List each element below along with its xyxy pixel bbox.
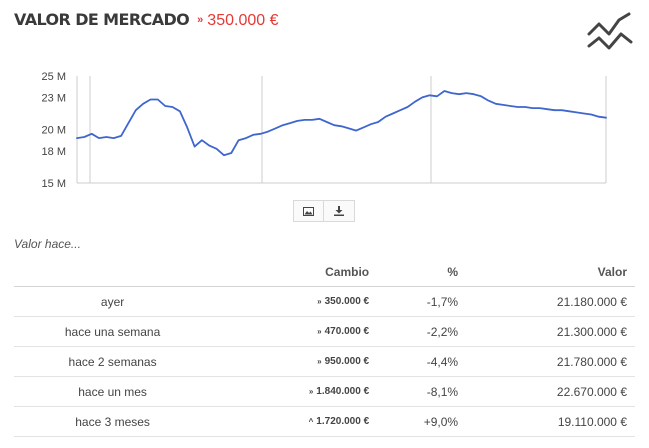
row-period: ayer: [14, 286, 212, 317]
y-tick-label: 25 M: [42, 71, 66, 83]
page-title: VALOR DE MERCADO: [14, 10, 190, 29]
y-tick-label: 15 M: [42, 178, 66, 190]
row-value: 21.300.000 €: [458, 316, 635, 347]
market-value-chart: 25 M 23 M 20 M 18 M 15 M: [42, 71, 607, 190]
y-tick-label: 20 M: [42, 125, 66, 137]
history-table: Cambio % Valor ayer » 350.000 € -1,7% 21.…: [14, 258, 635, 437]
market-value-header: VALOR DE MERCADO » 350.000 €: [14, 10, 278, 36]
chart-grid: [76, 76, 607, 184]
row-value: 22.670.000 €: [458, 376, 635, 407]
row-percent: +9,0%: [369, 406, 459, 437]
series-line: [76, 90, 607, 157]
row-value: 21.180.000 €: [458, 286, 635, 317]
row-percent: -8,1%: [369, 376, 459, 407]
row-value: 19.110.000 €: [458, 406, 635, 437]
table-row: hace 2 semanas » 950.000 € -4,4% 21.780.0…: [14, 346, 635, 377]
market-value-change: » 350.000 €: [197, 12, 278, 30]
chart-series: [76, 90, 607, 157]
market-value-change-amount: 350.000 €: [207, 12, 279, 29]
row-period: hace un mes: [14, 376, 212, 407]
table-row: hace 3 meses ^ 1.720.000 € +9,0% 19.110.0…: [14, 406, 635, 437]
row-change: ^ 1.720.000 €: [211, 406, 370, 437]
row-change: » 1.840.000 €: [211, 376, 370, 407]
table-row: hace una semana » 470.000 € -2,2% 21.300.…: [14, 316, 635, 347]
row-period: hace 2 semanas: [14, 346, 212, 377]
double-chevron-down-icon: »: [197, 14, 204, 26]
chart-toolbar: [293, 200, 355, 222]
download-icon: [334, 206, 344, 216]
y-tick-label: 23 M: [42, 92, 66, 104]
row-period: hace 3 meses: [14, 406, 212, 437]
row-percent: -1,7%: [369, 286, 459, 317]
export-image-button[interactable]: [293, 200, 324, 222]
y-tick-label: 18 M: [42, 146, 66, 158]
row-change-amount: 350.000 €: [324, 296, 370, 307]
header-value: Valor: [458, 258, 635, 287]
table-row: ayer » 350.000 € -1,7% 21.180.000 €: [14, 286, 635, 317]
row-change-amount: 1.840.000 €: [316, 386, 370, 397]
header-percent: %: [369, 258, 459, 287]
image-icon: [303, 206, 314, 216]
row-change: » 950.000 €: [211, 346, 370, 377]
double-chevron-down-icon: »: [317, 297, 322, 306]
row-change: » 350.000 €: [211, 286, 370, 317]
header-change: Cambio: [211, 258, 370, 287]
download-button[interactable]: [324, 200, 355, 222]
row-change: » 470.000 €: [211, 316, 370, 347]
header-period: [14, 258, 212, 287]
chevron-up-icon: ^: [308, 417, 314, 426]
history-header-row: Cambio % Valor: [14, 258, 635, 287]
double-chevron-down-icon: »: [317, 357, 322, 366]
history-label: Valor hace...: [14, 237, 81, 251]
row-change-amount: 1.720.000 €: [316, 416, 370, 427]
row-percent: -2,2%: [369, 316, 459, 347]
trend-lines-icon[interactable]: [585, 12, 637, 54]
row-percent: -4,4%: [369, 346, 459, 377]
table-row: hace un mes » 1.840.000 € -8,1% 22.670.00…: [14, 376, 635, 407]
row-period: hace una semana: [14, 316, 212, 347]
row-change-amount: 470.000 €: [324, 326, 370, 337]
double-chevron-down-icon: »: [317, 327, 322, 336]
row-change-amount: 950.000 €: [324, 356, 370, 367]
chart-y-axis: 25 M 23 M 20 M 18 M 15 M: [42, 71, 66, 190]
double-chevron-down-icon: »: [308, 387, 314, 396]
row-value: 21.780.000 €: [458, 346, 635, 377]
